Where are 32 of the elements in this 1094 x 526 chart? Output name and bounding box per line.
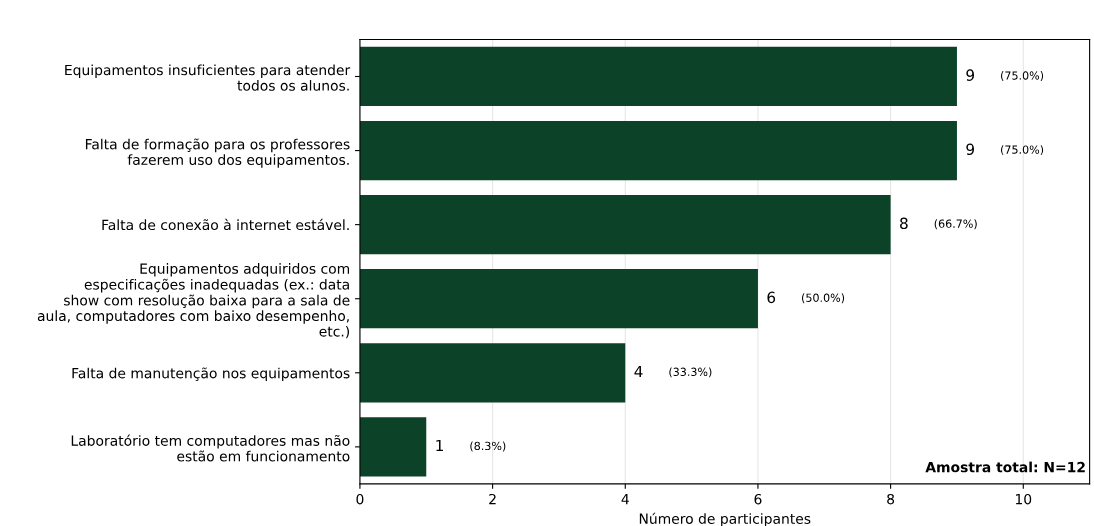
- bar: [359, 417, 427, 477]
- annotation: (33.3%): [669, 367, 712, 378]
- data-label: 4: [634, 365, 643, 378]
- bar: [359, 46, 957, 107]
- annotation: (66.7%): [934, 219, 977, 230]
- x-tick-label: 4: [621, 494, 629, 505]
- x-axis-title: Número de participantes: [639, 512, 811, 526]
- data-label: 1: [436, 439, 443, 452]
- x-tick-label: 6: [754, 493, 762, 505]
- bar: [359, 269, 758, 329]
- y-tick-label: Equipamentos adquiridos com especificações inadequadas (ex.: data show com resolução baixa para a sala de aula, computadores com baixo desempenho, etc.): [37, 263, 350, 339]
- y-tick-label: Falta de manutenção nos equipamentos: [72, 367, 350, 382]
- y-tick-label: Laboratório tem computadores mas não estão em funcionamento: [71, 434, 350, 462]
- data-label: 9: [966, 69, 974, 81]
- annotation: Amostra total: N=12: [925, 461, 1085, 473]
- data-label: 8: [900, 217, 908, 230]
- annotation: (75.0%): [1001, 145, 1044, 156]
- bar: [359, 343, 626, 403]
- x-tick-label: 10: [1015, 493, 1032, 505]
- y-tick-label: Falta de formação para os professores fazerem uso dos equipamentos.: [85, 138, 350, 168]
- x-tick-label: 2: [489, 493, 496, 505]
- bar: [359, 195, 891, 255]
- annotation: (50.0%): [802, 293, 845, 304]
- bar: [359, 120, 957, 181]
- x-tick-label: 0: [356, 493, 364, 505]
- y-tick-label: Falta de conexão à internet estável.: [102, 218, 349, 231]
- annotation: (8.3%): [470, 441, 506, 452]
- x-tick-label: 8: [887, 493, 895, 505]
- y-tick-label: Equipamentos insuficientes para atender todos os alunos.: [65, 64, 351, 91]
- annotation: (75.0%): [1001, 71, 1044, 82]
- data-label: 9: [966, 143, 974, 155]
- data-label: 6: [767, 291, 776, 304]
